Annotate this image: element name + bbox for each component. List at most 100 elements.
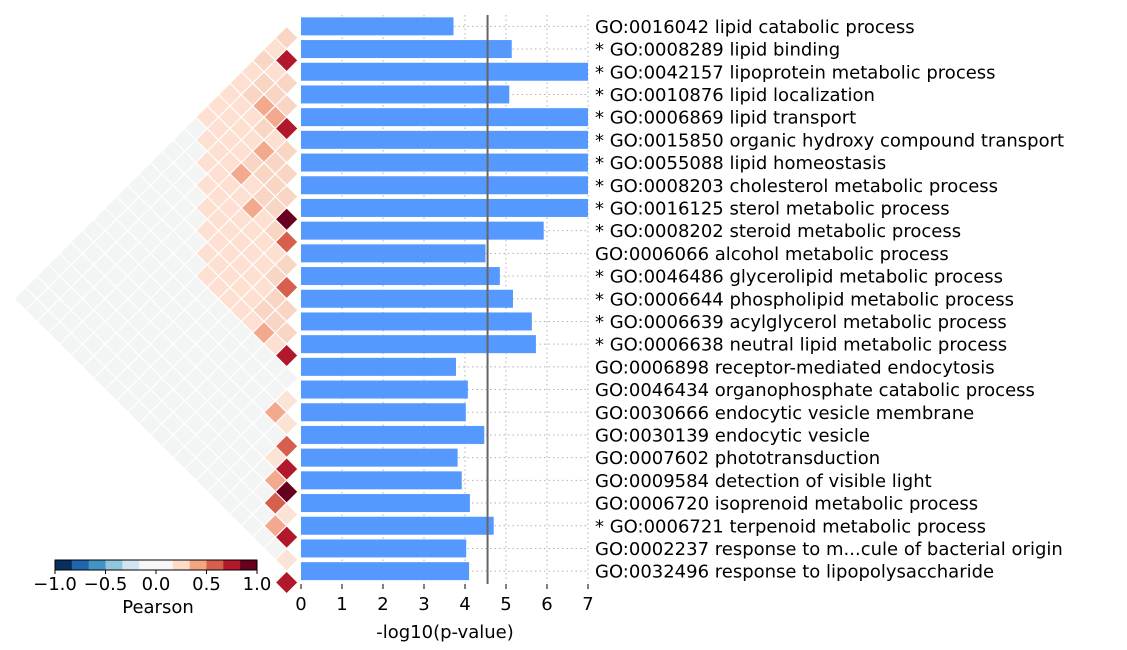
- heatmap-cell: [117, 254, 139, 276]
- term-label: GO:0009584 detection of visible light: [595, 471, 932, 492]
- heatmap-cell: [264, 379, 286, 401]
- heatmap-cell: [242, 242, 264, 264]
- heatmap-cell: [276, 276, 298, 298]
- x-axis-title: -log10(p-value): [376, 622, 514, 643]
- heatmap-cell: [185, 186, 207, 208]
- term-label: * GO:0046486 glycerolipid metabolic proc…: [595, 267, 1003, 288]
- heatmap-cell-strong: [276, 526, 298, 548]
- colorbar-swatch: [189, 560, 207, 570]
- heatmap-cell: [71, 299, 93, 321]
- heatmap-cell: [242, 401, 264, 423]
- heatmap-cell: [253, 458, 275, 480]
- x-tick-label: 1: [336, 594, 347, 615]
- heatmap-cell-strong: [276, 208, 298, 230]
- heatmap-cell: [230, 435, 252, 457]
- heatmap-cell: [253, 299, 275, 321]
- heatmap-cell: [94, 367, 116, 389]
- colorbar-swatch: [240, 560, 258, 570]
- heatmap-cell: [162, 367, 184, 389]
- heatmap-cell: [117, 231, 139, 253]
- heatmap-cell: [105, 379, 127, 401]
- heatmap-cell: [196, 447, 218, 469]
- heatmap-cell: [173, 174, 196, 196]
- heatmap-cell-strong: [276, 481, 298, 503]
- heatmap-cell: [139, 163, 161, 185]
- heatmap-cell: [162, 231, 184, 253]
- bar: [301, 176, 588, 195]
- heatmap-cell: [94, 322, 116, 344]
- heatmap-cell: [139, 231, 161, 253]
- heatmap-cell: [173, 220, 196, 242]
- heatmap-cell: [242, 61, 264, 83]
- bar: [301, 312, 532, 331]
- heatmap-cell: [196, 469, 218, 491]
- heatmap-cell: [253, 231, 275, 253]
- heatmap-cell: [276, 95, 298, 117]
- heatmap-cell: [208, 254, 230, 276]
- heatmap-cell: [208, 458, 230, 480]
- heatmap-cell: [264, 310, 286, 332]
- heatmap-cell: [196, 424, 218, 446]
- bar: [301, 403, 466, 422]
- heatmap-cell: [264, 401, 286, 423]
- heatmap-cell-strong: [276, 571, 298, 594]
- heatmap-cell: [162, 254, 184, 276]
- heatmap-cell: [264, 469, 286, 491]
- correlation-heatmap: [15, 27, 298, 594]
- heatmap-cell: [173, 401, 196, 423]
- heatmap-cell: [49, 299, 71, 321]
- heatmap-cell: [94, 344, 116, 367]
- heatmap-cell: [196, 310, 218, 332]
- heatmap-cell: [208, 413, 230, 435]
- heatmap-cell: [208, 299, 230, 321]
- heatmap-cell: [151, 265, 173, 287]
- heatmap-cell: [230, 72, 252, 94]
- heatmap-cell: [253, 276, 275, 298]
- bar: [301, 380, 468, 399]
- term-label: GO:0032496 response to lipopolysaccharid…: [595, 562, 994, 583]
- heatmap-cell: [219, 424, 241, 446]
- heatmap-cell: [276, 254, 298, 276]
- bar: [301, 130, 588, 149]
- heatmap-cell: [151, 333, 173, 355]
- heatmap-cell: [173, 356, 196, 378]
- bars: [301, 15, 588, 584]
- colorbar-swatch: [172, 560, 191, 570]
- heatmap-cell: [253, 95, 275, 117]
- heatmap-cell: [208, 276, 230, 298]
- heatmap-cell: [94, 276, 116, 298]
- heatmap-cell: [276, 72, 298, 94]
- heatmap-cell: [94, 254, 116, 276]
- colorbar-tick-label: 0.0: [142, 574, 171, 595]
- heatmap-cell: [139, 322, 161, 344]
- heatmap-cell: [139, 390, 161, 412]
- heatmap-cell: [71, 276, 93, 298]
- heatmap-cell: [242, 469, 264, 491]
- heatmap-cell: [264, 447, 286, 469]
- heatmap-cell: [151, 379, 173, 401]
- heatmap-cell: [117, 208, 139, 230]
- heatmap-cell: [219, 152, 241, 174]
- heatmap-cell: [242, 424, 264, 446]
- heatmap-cell: [151, 356, 173, 378]
- heatmap-cell: [208, 208, 230, 230]
- heatmap-cell: [117, 276, 139, 298]
- heatmap-cell: [264, 38, 286, 60]
- heatmap-cell: [276, 549, 298, 571]
- colorbar-swatch: [206, 560, 224, 570]
- heatmap-cell: [83, 242, 105, 264]
- heatmap-cell: [173, 265, 196, 287]
- heatmap-cell: [139, 208, 161, 230]
- heatmap-cell: [71, 322, 93, 344]
- heatmap-cell: [151, 220, 173, 242]
- heatmap-cell: [230, 231, 252, 253]
- term-label: * GO:0006638 neutral lipid metabolic pro…: [595, 335, 1007, 356]
- heatmap-cell: [196, 356, 218, 378]
- heatmap-cell: [230, 458, 252, 480]
- heatmap-cell: [173, 310, 196, 332]
- heatmap-cell: [60, 288, 82, 310]
- heatmap-cell: [230, 390, 252, 412]
- heatmap-cell: [162, 344, 184, 367]
- colorbar-tick-label: −1.0: [33, 574, 77, 595]
- heatmap-cell: [276, 231, 298, 253]
